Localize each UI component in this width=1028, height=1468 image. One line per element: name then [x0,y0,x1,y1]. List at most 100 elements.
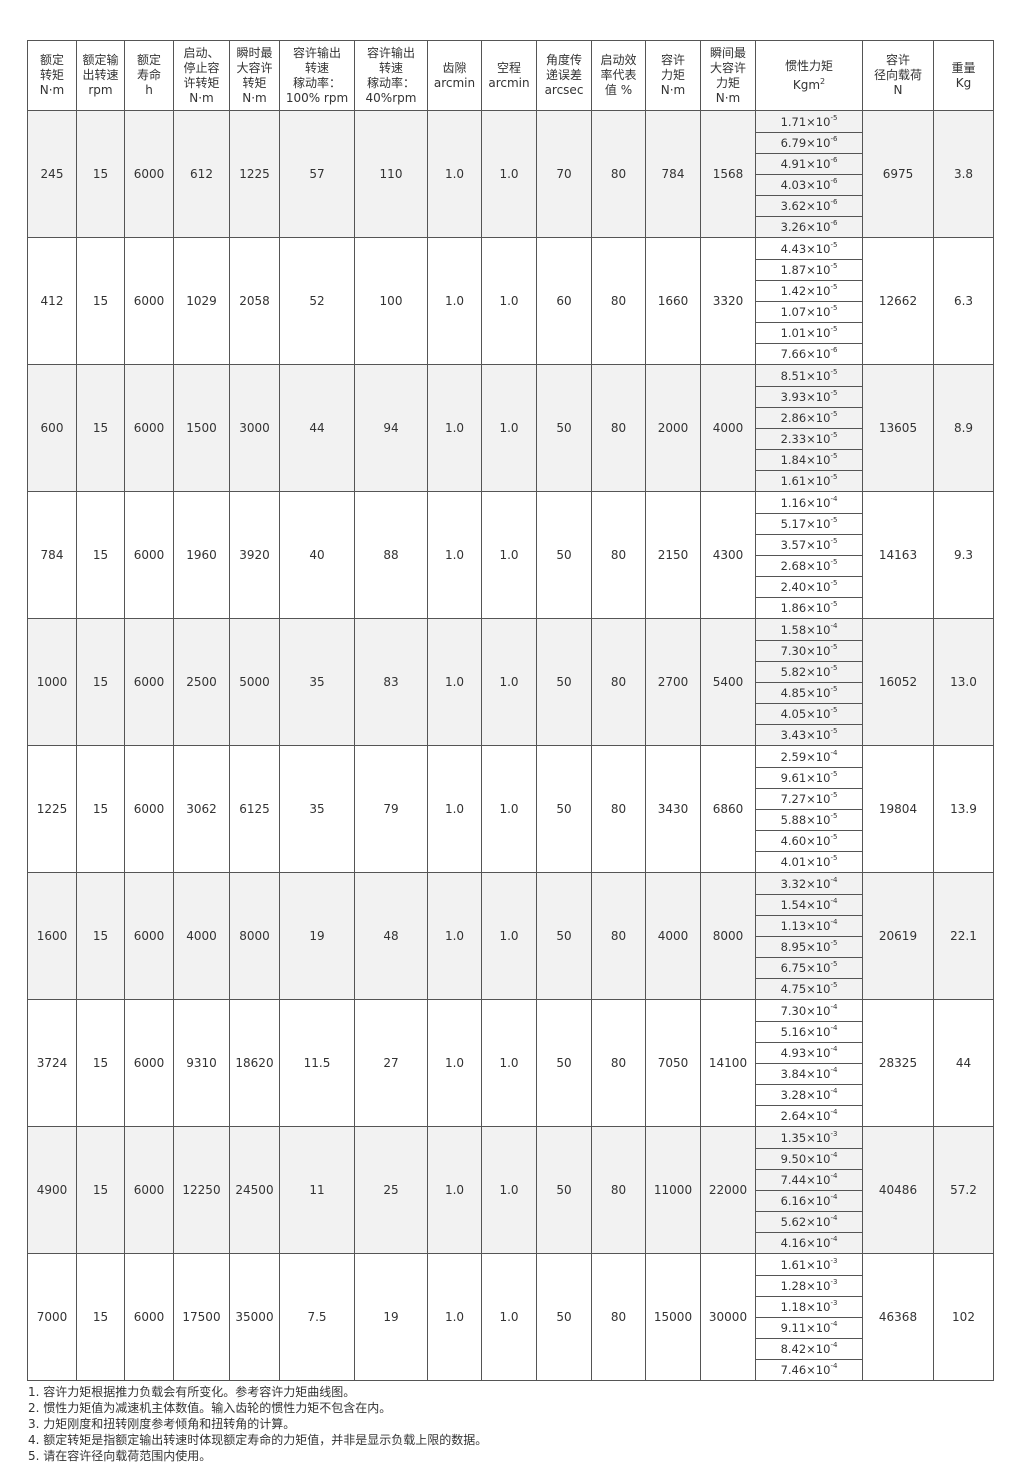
inertia-value: 1.35×10-3 [756,1128,862,1149]
table-cell: 30000 [700,1253,756,1381]
table-cell: 412 [27,237,77,365]
table-row: 600 15 6000 1500 3000 44 94 1.0 1.0 50 80 2000 4000 8… [27,364,994,492]
inertia-value: 4.91×10-6 [756,154,862,175]
table-row: 245 15 6000 612 1225 57 110 1.0 1.0 70 80 784 1568 1.… [27,110,994,238]
weight-cell: 8.9 [933,364,994,492]
table-cell: 6000 [124,618,174,746]
inertia-value: 1.58×10-4 [756,620,862,641]
table-row: 784 15 6000 1960 3920 40 88 1.0 1.0 50 80 2150 4300 1… [27,491,994,619]
inertia-value: 7.30×10-5 [756,641,862,662]
table-cell: 4000 [173,872,230,1000]
table-cell: 15 [76,491,125,619]
table-cell: 6000 [124,872,174,1000]
inertia-value: 3.93×10-5 [756,387,862,408]
table-cell: 1.0 [481,745,537,873]
table-cell: 15 [76,745,125,873]
footnote: 1. 容许力矩根据推力负载会有所变化。参考容许力矩曲线图。 [28,1385,356,1399]
table-cell: 6000 [124,491,174,619]
table-cell: 12250 [173,1126,230,1254]
table-cell: 80 [591,1253,646,1381]
inertia-value: 4.01×10-5 [780,853,838,869]
table-cell: 80 [591,745,646,873]
table-cell: 57 [279,110,355,238]
table-cell: 50 [536,872,592,1000]
table-cell: 80 [591,237,646,365]
inertia-value: 7.46×10-4 [780,1361,838,1377]
table-cell: 2150 [645,491,701,619]
inertia-value: 1.13×10-4 [756,916,862,937]
column-header: 额定 转矩 N·m [27,40,77,111]
table-cell: 80 [591,491,646,619]
table-cell: 2058 [229,237,280,365]
weight-cell: 44 [933,999,994,1127]
table-cell: 6000 [124,1126,174,1254]
table-cell: 80 [591,618,646,746]
table-cell: 48 [354,872,428,1000]
table-cell: 4000 [645,872,701,1000]
inertia-value: 4.75×10-5 [780,980,838,996]
table-cell: 1.0 [481,237,537,365]
table-cell: 70 [536,110,592,238]
table-cell: 94 [354,364,428,492]
table-cell: 1.0 [481,872,537,1000]
table-cell: 6000 [124,110,174,238]
table-cell: 19 [279,872,355,1000]
table-cell: 15 [76,364,125,492]
inertia-value: 1.61×10-3 [756,1255,862,1276]
column-header: 容许 力矩 N·m [645,40,701,111]
inertia-value: 1.84×10-5 [756,450,862,471]
weight-cell: 3.8 [933,110,994,238]
table-cell: 1.0 [427,1126,482,1254]
table-cell: 1.0 [427,364,482,492]
table-cell: 1.0 [427,999,482,1127]
table-cell: 80 [591,110,646,238]
table-cell: 1.0 [427,237,482,365]
table-cell: 7050 [645,999,701,1127]
table-cell: 35 [279,618,355,746]
inertia-value: 9.61×10-5 [756,768,862,789]
inertia-value: 1.28×10-3 [756,1276,862,1297]
inertia-value: 4.03×10-6 [756,175,862,196]
table-cell: 2000 [645,364,701,492]
table-cell: 24500 [229,1126,280,1254]
table-cell: 88 [354,491,428,619]
table-cell: 18620 [229,999,280,1127]
table-cell: 50 [536,745,592,873]
column-header: 齿隙 arcmin [427,40,482,111]
table-cell: 50 [536,491,592,619]
table-cell: 1960 [173,491,230,619]
inertia-value: 6.79×10-6 [756,133,862,154]
table-cell: 7000 [27,1253,77,1381]
column-header: 启动效 率代表值 % [591,40,646,111]
inertia-value: 3.57×10-5 [756,535,862,556]
inertia-value: 3.84×10-4 [756,1064,862,1085]
inertia-value: 9.50×10-4 [756,1149,862,1170]
table-cell: 3062 [173,745,230,873]
table-cell: 100 [354,237,428,365]
inertia-value: 4.16×10-4 [780,1234,838,1250]
table-cell: 1.0 [427,745,482,873]
table-cell: 3320 [700,237,756,365]
table-cell: 60 [536,237,592,365]
table-cell: 15 [76,237,125,365]
radial-load-cell: 46368 [862,1253,934,1381]
table-cell: 79 [354,745,428,873]
table-cell: 1.0 [427,872,482,1000]
table-cell: 1.0 [481,110,537,238]
table-row: 4900 15 6000 12250 24500 11 25 1.0 1.0 50 80 11000 2… [27,1126,994,1254]
inertia-value: 7.44×10-4 [756,1170,862,1191]
table-cell: 50 [536,364,592,492]
inertia-cell: 1.61×10-3 1.28×10-3 1.18×10-3 9.11×10-4 8.42… [755,1253,863,1381]
inertia-value: 1.86×10-5 [780,599,838,615]
table-cell: 1600 [27,872,77,1000]
footnote: 2. 惯性力矩值为减速机主体数值。输入齿轮的惯性力矩不包含在内。 [28,1401,392,1415]
table-row: 1000 15 6000 2500 5000 35 83 1.0 1.0 50 80 2700 5400… [27,618,994,746]
inertia-value: 1.01×10-5 [756,323,862,344]
table-cell: 44 [279,364,355,492]
radial-load-cell: 20619 [862,872,934,1000]
weight-cell: 22.1 [933,872,994,1000]
table-cell: 15 [76,1253,125,1381]
inertia-value: 7.30×10-4 [756,1001,862,1022]
column-header: 额定 寿命 h [124,40,174,111]
table-cell: 600 [27,364,77,492]
